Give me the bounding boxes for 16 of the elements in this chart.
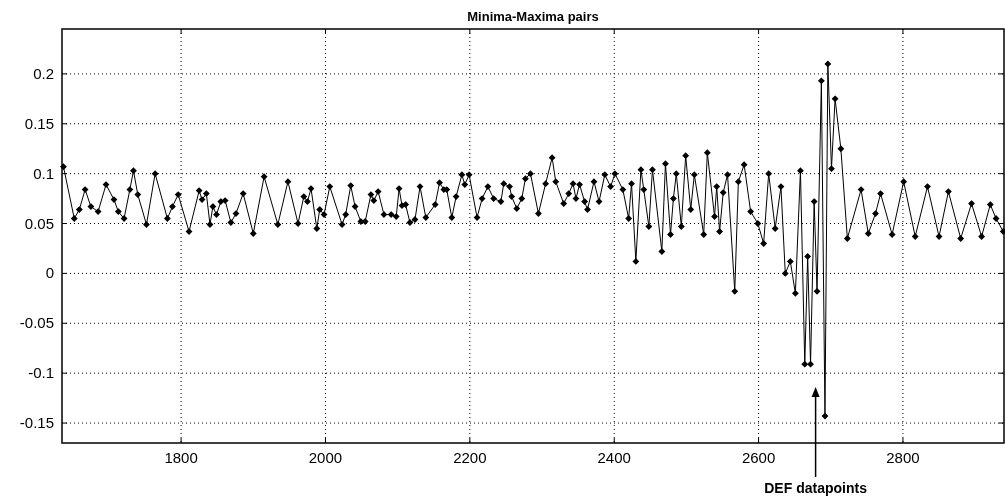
y-tick-label: 0.2 [33,64,54,82]
text: DEF datapoints [764,480,868,496]
chart-title: Minima-Maxima pairs [467,9,599,24]
x-tick-label: 2200 [453,449,487,466]
y-tick-label: 0.15 [24,114,54,132]
x-tick-label: 2400 [597,449,631,466]
y-tick-label: -0.15 [19,414,54,432]
y-tick-label: 0 [45,264,54,282]
y-tick-label: -0.1 [28,364,54,382]
x-tick-label: 2600 [741,449,776,466]
x-tick-label: 1800 [164,449,198,466]
y-tick-label: 0.1 [33,164,54,182]
x-tick-label: 2800 [886,449,920,466]
y-tick-label: -0.05 [19,314,54,332]
y-tick-label: 0.05 [24,214,54,232]
x-tick-label: 2000 [308,449,343,466]
